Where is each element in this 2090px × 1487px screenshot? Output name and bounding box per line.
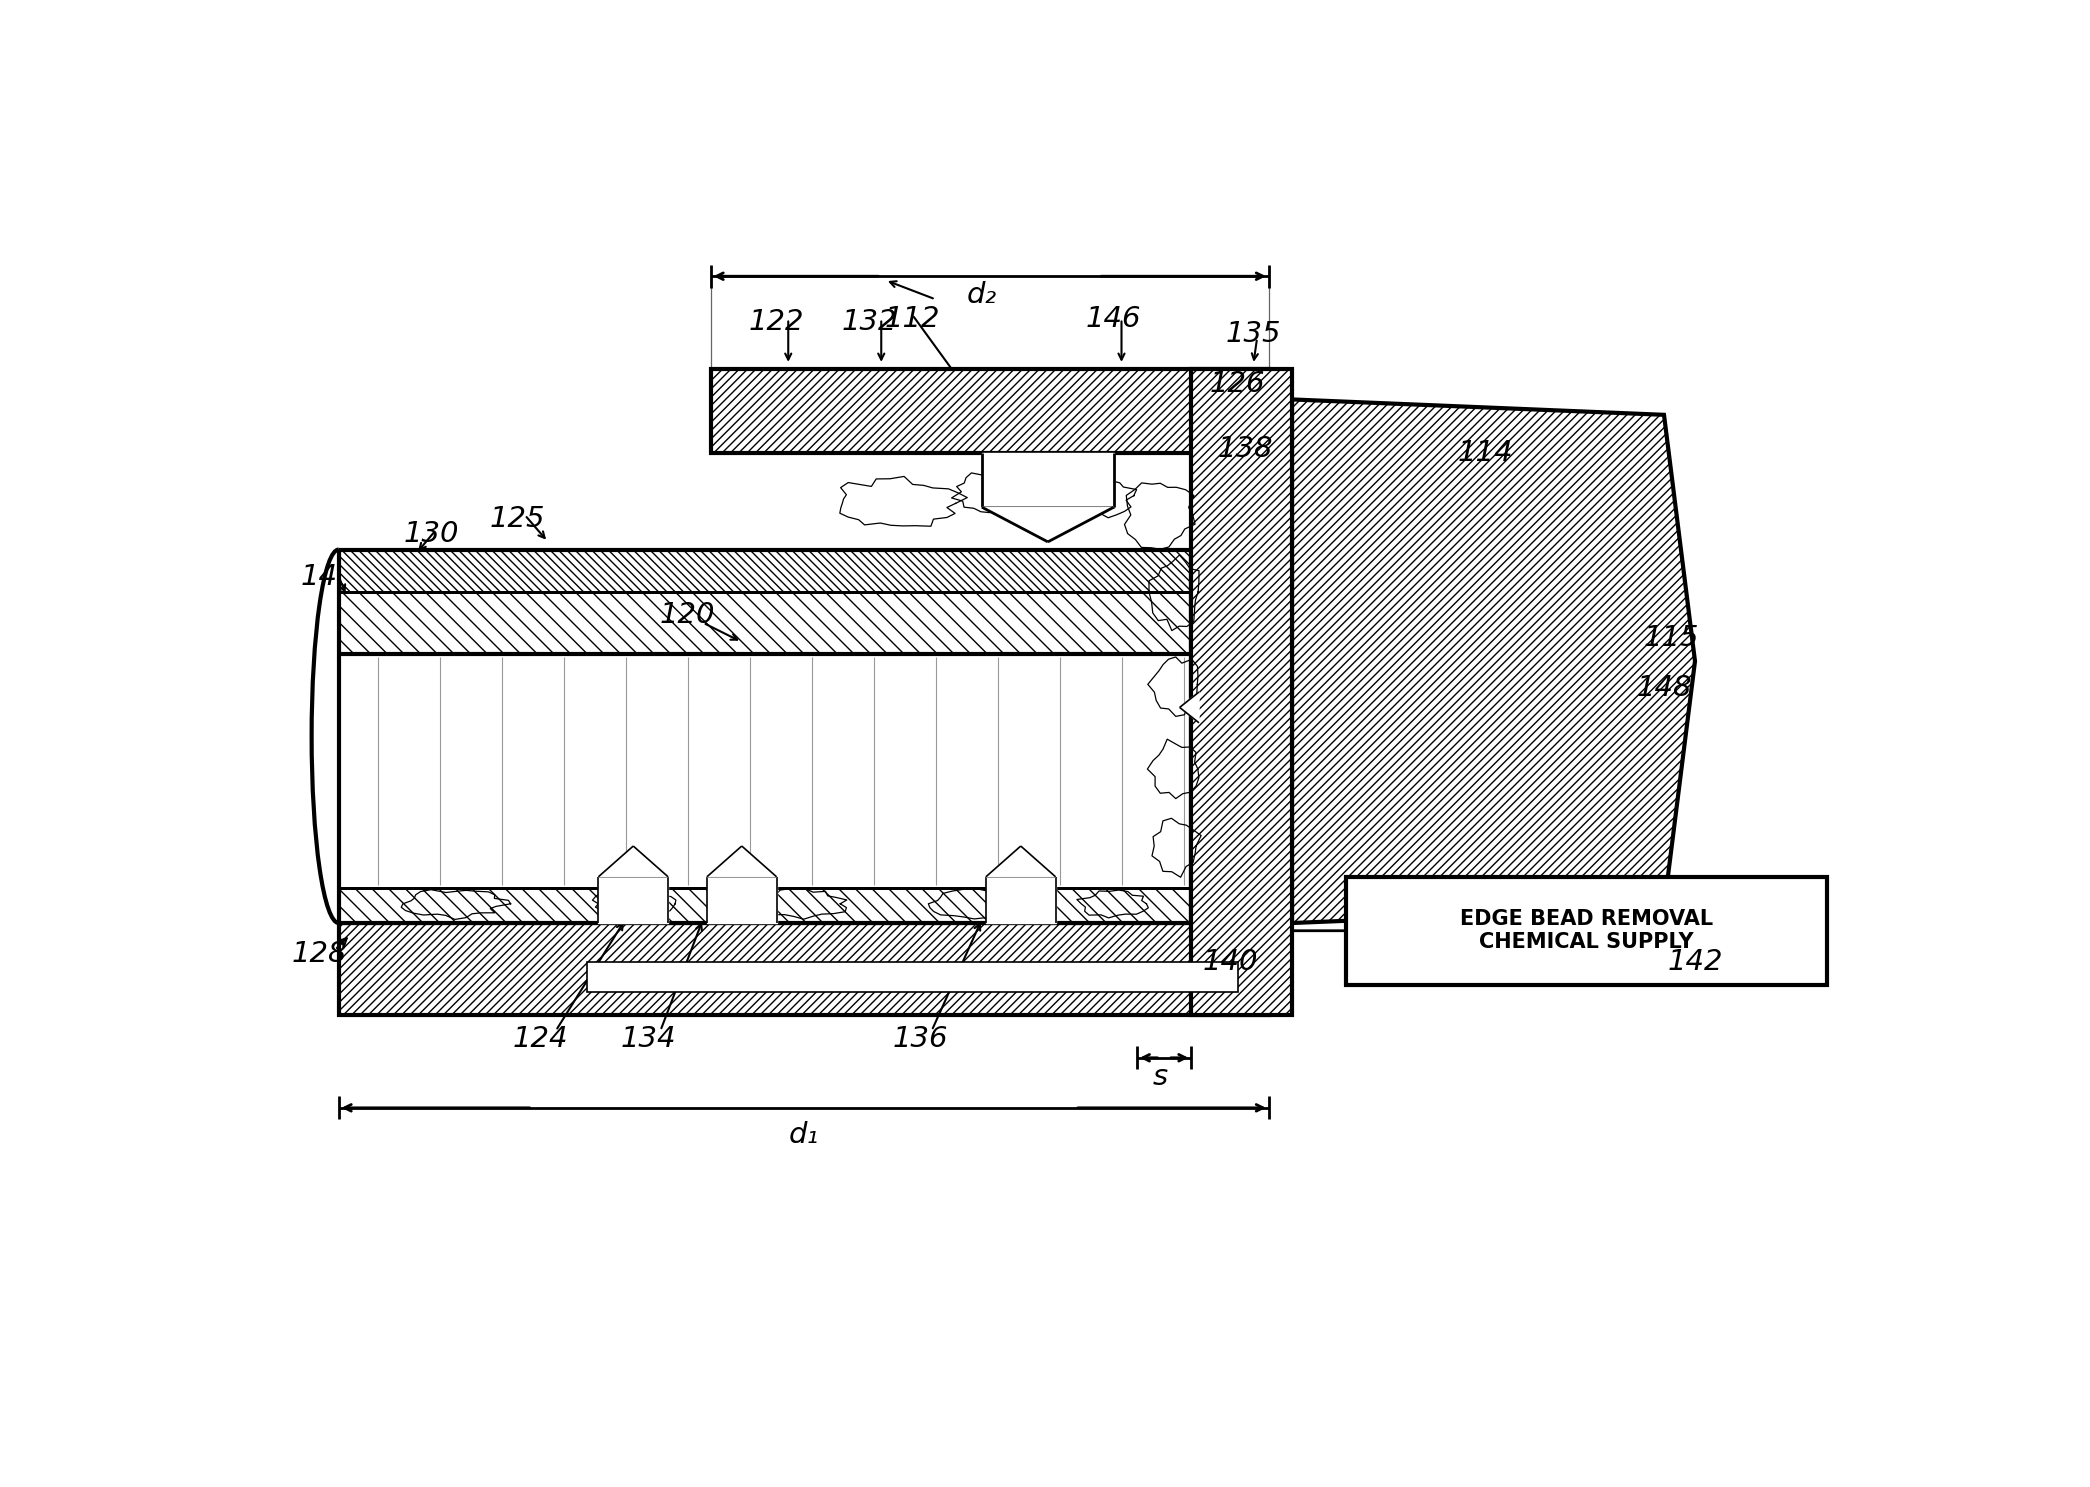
Text: s: s: [1154, 1063, 1168, 1091]
Text: 140: 140: [1202, 947, 1258, 975]
Polygon shape: [339, 592, 1191, 653]
Polygon shape: [982, 507, 1114, 541]
Polygon shape: [986, 846, 1055, 877]
Bar: [1191, 369, 1292, 1016]
Polygon shape: [1292, 400, 1695, 923]
Text: 142: 142: [1668, 947, 1722, 975]
Text: d₂: d₂: [968, 281, 997, 309]
Text: 114: 114: [1459, 439, 1513, 467]
Polygon shape: [1179, 691, 1200, 723]
Text: 14: 14: [301, 562, 339, 590]
Text: 130: 130: [403, 520, 460, 549]
Bar: [587, 962, 1237, 992]
Bar: [339, 653, 1191, 888]
Text: 138: 138: [1218, 436, 1273, 464]
Text: 126: 126: [1210, 370, 1267, 399]
Text: 135: 135: [1225, 320, 1281, 348]
Polygon shape: [339, 888, 1191, 923]
Text: 136: 136: [892, 1025, 947, 1053]
Text: 134: 134: [621, 1025, 677, 1053]
Text: 122: 122: [748, 308, 805, 336]
Polygon shape: [339, 550, 1191, 592]
Polygon shape: [706, 846, 777, 877]
Text: 148: 148: [1636, 674, 1691, 702]
Polygon shape: [986, 877, 1055, 923]
FancyBboxPatch shape: [1346, 877, 1827, 984]
Polygon shape: [706, 877, 777, 923]
Text: 124: 124: [512, 1025, 568, 1053]
Text: 146: 146: [1087, 305, 1141, 333]
Polygon shape: [598, 846, 669, 877]
Text: 120: 120: [660, 601, 715, 629]
Text: 112: 112: [884, 305, 940, 333]
Bar: [339, 923, 1269, 1016]
Polygon shape: [598, 877, 669, 923]
Text: 115: 115: [1645, 625, 1699, 653]
Text: 128: 128: [293, 940, 347, 968]
Text: EDGE BEAD REMOVAL
CHEMICAL SUPPLY: EDGE BEAD REMOVAL CHEMICAL SUPPLY: [1461, 909, 1714, 952]
Text: d₁: d₁: [788, 1121, 819, 1149]
Text: 125: 125: [489, 504, 545, 532]
Bar: [711, 369, 1269, 454]
Polygon shape: [982, 454, 1114, 507]
Text: 132: 132: [842, 308, 897, 336]
